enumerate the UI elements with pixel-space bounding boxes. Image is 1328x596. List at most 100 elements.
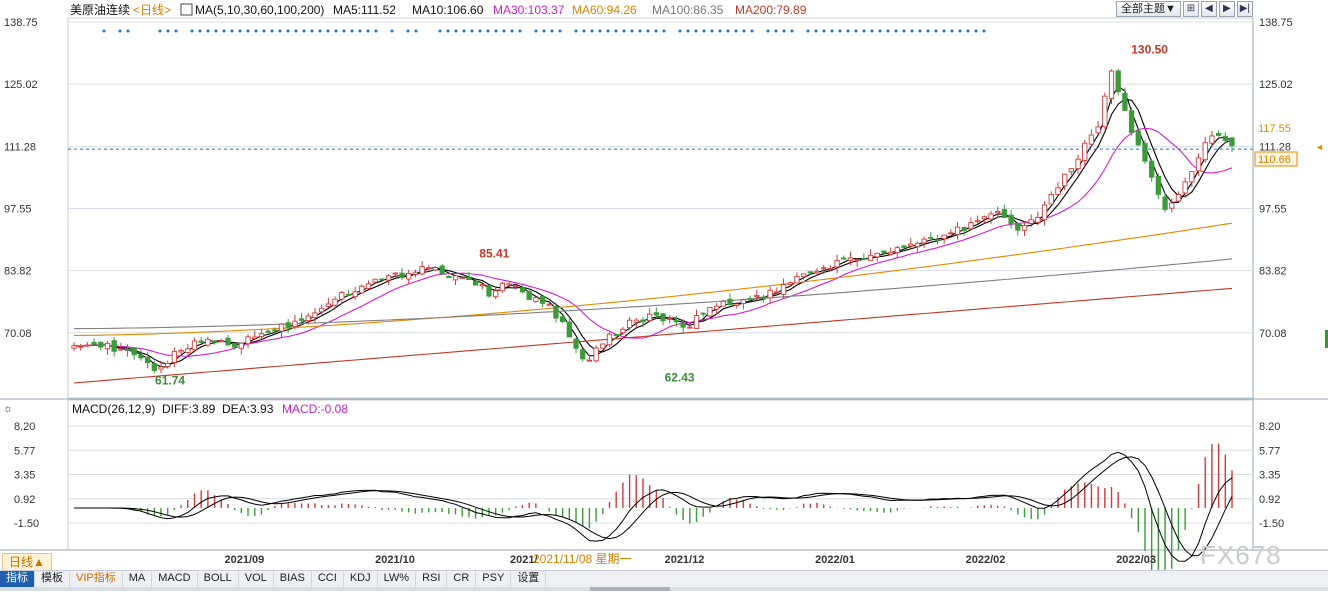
scrollbar-thumb[interactable] — [590, 587, 670, 591]
macd-settings-icon[interactable]: ☼ — [3, 403, 13, 415]
signal-dot — [846, 29, 850, 33]
tab-9[interactable]: KDJ — [344, 571, 378, 587]
signal-dot — [886, 29, 890, 33]
signal-dot — [350, 29, 354, 33]
candle-body — [995, 210, 1001, 214]
signal-dot — [574, 29, 578, 33]
signal-dot — [942, 29, 946, 33]
candle-body — [834, 260, 840, 268]
signal-dot — [270, 29, 274, 33]
tab-12[interactable]: CR — [447, 571, 477, 587]
signal-dot — [318, 29, 322, 33]
candle-body — [948, 232, 954, 235]
candle-body — [493, 290, 499, 298]
macd-tick-left: 0.92 — [14, 494, 35, 506]
candle-body — [553, 306, 559, 319]
signal-dot — [662, 29, 666, 33]
candle-body — [1175, 194, 1182, 202]
legend-ma100: MA100:86.35 — [652, 3, 724, 17]
signal-dot — [654, 29, 658, 33]
candle-body — [379, 278, 385, 281]
zoom-icon[interactable]: ⊞ — [1182, 1, 1199, 17]
scroll-end-icon[interactable]: ▶| — [1236, 1, 1253, 17]
candle-body — [734, 303, 740, 306]
candle-body — [171, 350, 178, 363]
candle-body — [138, 354, 144, 359]
candle-body — [111, 340, 117, 352]
price-tick-left: 70.08 — [4, 328, 32, 340]
candle-body — [312, 312, 318, 319]
tab-2[interactable]: VIP指标 — [70, 571, 123, 587]
signal-dot — [950, 29, 954, 33]
candle-body — [319, 307, 325, 313]
signal-dot — [806, 29, 810, 33]
candle-body — [365, 283, 372, 289]
candle-body — [1215, 132, 1222, 136]
candle-body — [881, 250, 887, 254]
candle-body — [821, 267, 827, 270]
candle-body — [559, 316, 566, 323]
candle-body — [1108, 70, 1115, 99]
candle-body — [606, 333, 613, 346]
candle-body — [1062, 173, 1068, 187]
signal-dot — [966, 29, 970, 33]
signal-dot — [414, 29, 418, 33]
signal-dot — [390, 29, 394, 33]
tab-4[interactable]: MACD — [152, 571, 198, 587]
tab-10[interactable]: LW% — [378, 571, 417, 587]
candle-body — [626, 319, 633, 329]
scroll-right-icon[interactable]: ▶ — [1218, 1, 1235, 17]
tab-14[interactable]: 设置 — [511, 571, 547, 587]
candle-body — [372, 278, 378, 283]
tab-6[interactable]: VOL — [239, 571, 274, 587]
tab-0[interactable]: 指标 — [0, 571, 35, 587]
candle-body — [218, 340, 224, 343]
macd-tick-right: 8.20 — [1259, 421, 1280, 433]
signal-dot — [294, 29, 298, 33]
tab-5[interactable]: BOLL — [198, 571, 239, 587]
indicator-tab-bar: 指标 模板 VIP指标 MA MACD BOLL VOL BIAS CCI KDJ LW% RSI CR… — [0, 570, 1328, 587]
signal-dot — [254, 29, 258, 33]
candle-body — [118, 348, 124, 351]
x-tick-label: 2022/01 — [815, 554, 855, 566]
candle-body — [245, 336, 251, 345]
candle-body — [1095, 126, 1101, 134]
tab-13[interactable]: PSY — [476, 571, 512, 587]
tab-8[interactable]: CCI — [312, 571, 344, 587]
macd-tick-left: 8.20 — [14, 421, 35, 433]
candle-body — [292, 320, 298, 328]
signal-dot — [310, 29, 314, 33]
period-selector-button[interactable]: 日线▲ — [2, 553, 52, 571]
signal-dot — [214, 29, 218, 33]
candle-body — [861, 257, 867, 260]
x-tick-label: 2021/10 — [375, 554, 415, 566]
ma-settings-icon[interactable] — [180, 3, 193, 16]
tab-11[interactable]: RSI — [416, 571, 448, 587]
tab-7[interactable]: BIAS — [274, 571, 312, 587]
signal-dot — [286, 29, 290, 33]
signal-dot — [494, 29, 498, 33]
candle-body — [546, 303, 552, 306]
signal-dot — [502, 29, 506, 33]
candle-body — [901, 245, 907, 248]
price-tick-right: 111.28 — [1259, 141, 1291, 153]
theme-select-button[interactable]: 全部主题▼ — [1116, 1, 1181, 17]
tab-1[interactable]: 模板 — [35, 571, 70, 587]
candle-body — [426, 267, 432, 270]
candle-body — [914, 242, 921, 248]
tab-3[interactable]: MA — [123, 571, 153, 587]
ma100-line — [74, 258, 1233, 330]
signal-dot — [326, 29, 330, 33]
candle-body — [1155, 175, 1162, 195]
right-edge-marker — [1325, 330, 1328, 348]
candle-body — [385, 275, 392, 281]
candle-body — [345, 294, 352, 296]
signal-dot — [598, 29, 602, 33]
candle-body — [988, 213, 994, 220]
candle-body — [1048, 194, 1054, 205]
legend-macd-value: MACD:-0.08 — [282, 402, 348, 416]
scroll-left-icon[interactable]: ◀ — [1200, 1, 1217, 17]
legend-ma30: MA30:103.37 — [493, 3, 565, 17]
